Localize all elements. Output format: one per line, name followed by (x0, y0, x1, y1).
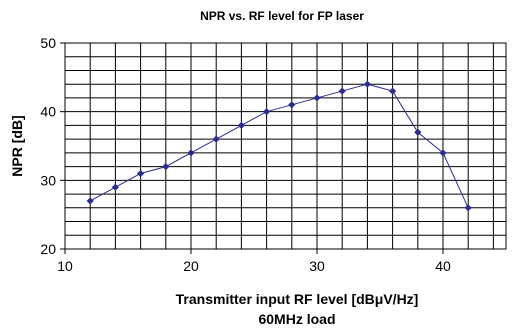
chart-title: NPR vs. RF level for FP laser (200, 9, 364, 23)
x-axis-sublabel: 60MHz load (258, 311, 335, 327)
y-axis-label: NPR [dB] (9, 115, 25, 176)
x-tick-label: 30 (309, 258, 325, 274)
x-axis-label: Transmitter input RF level [dBμV/Hz] (176, 291, 419, 307)
data-point (338, 87, 346, 95)
data-point (111, 183, 119, 191)
x-tick-label: 20 (183, 258, 199, 274)
data-point (414, 128, 422, 136)
grid (64, 42, 506, 250)
x-tick-label: 10 (57, 258, 73, 274)
series-group (86, 80, 472, 212)
y-tick-label: 50 (40, 35, 56, 51)
y-tick-label: 30 (40, 172, 56, 188)
x-tick-label: 40 (435, 258, 451, 274)
data-point (162, 163, 170, 171)
data-point (263, 108, 271, 116)
data-point (137, 169, 145, 178)
data-point (363, 80, 371, 88)
data-point (187, 149, 195, 157)
data-point (237, 121, 245, 129)
data-point (439, 149, 447, 157)
plot-area (64, 42, 507, 250)
y-tick-label: 20 (40, 241, 56, 257)
series-line (89, 83, 469, 209)
y-tick-label: 40 (40, 104, 56, 120)
data-point (389, 87, 397, 95)
data-point (464, 204, 472, 212)
data-point (212, 135, 220, 143)
data-point (313, 94, 321, 102)
data-point (288, 101, 296, 109)
data-point (86, 197, 94, 205)
